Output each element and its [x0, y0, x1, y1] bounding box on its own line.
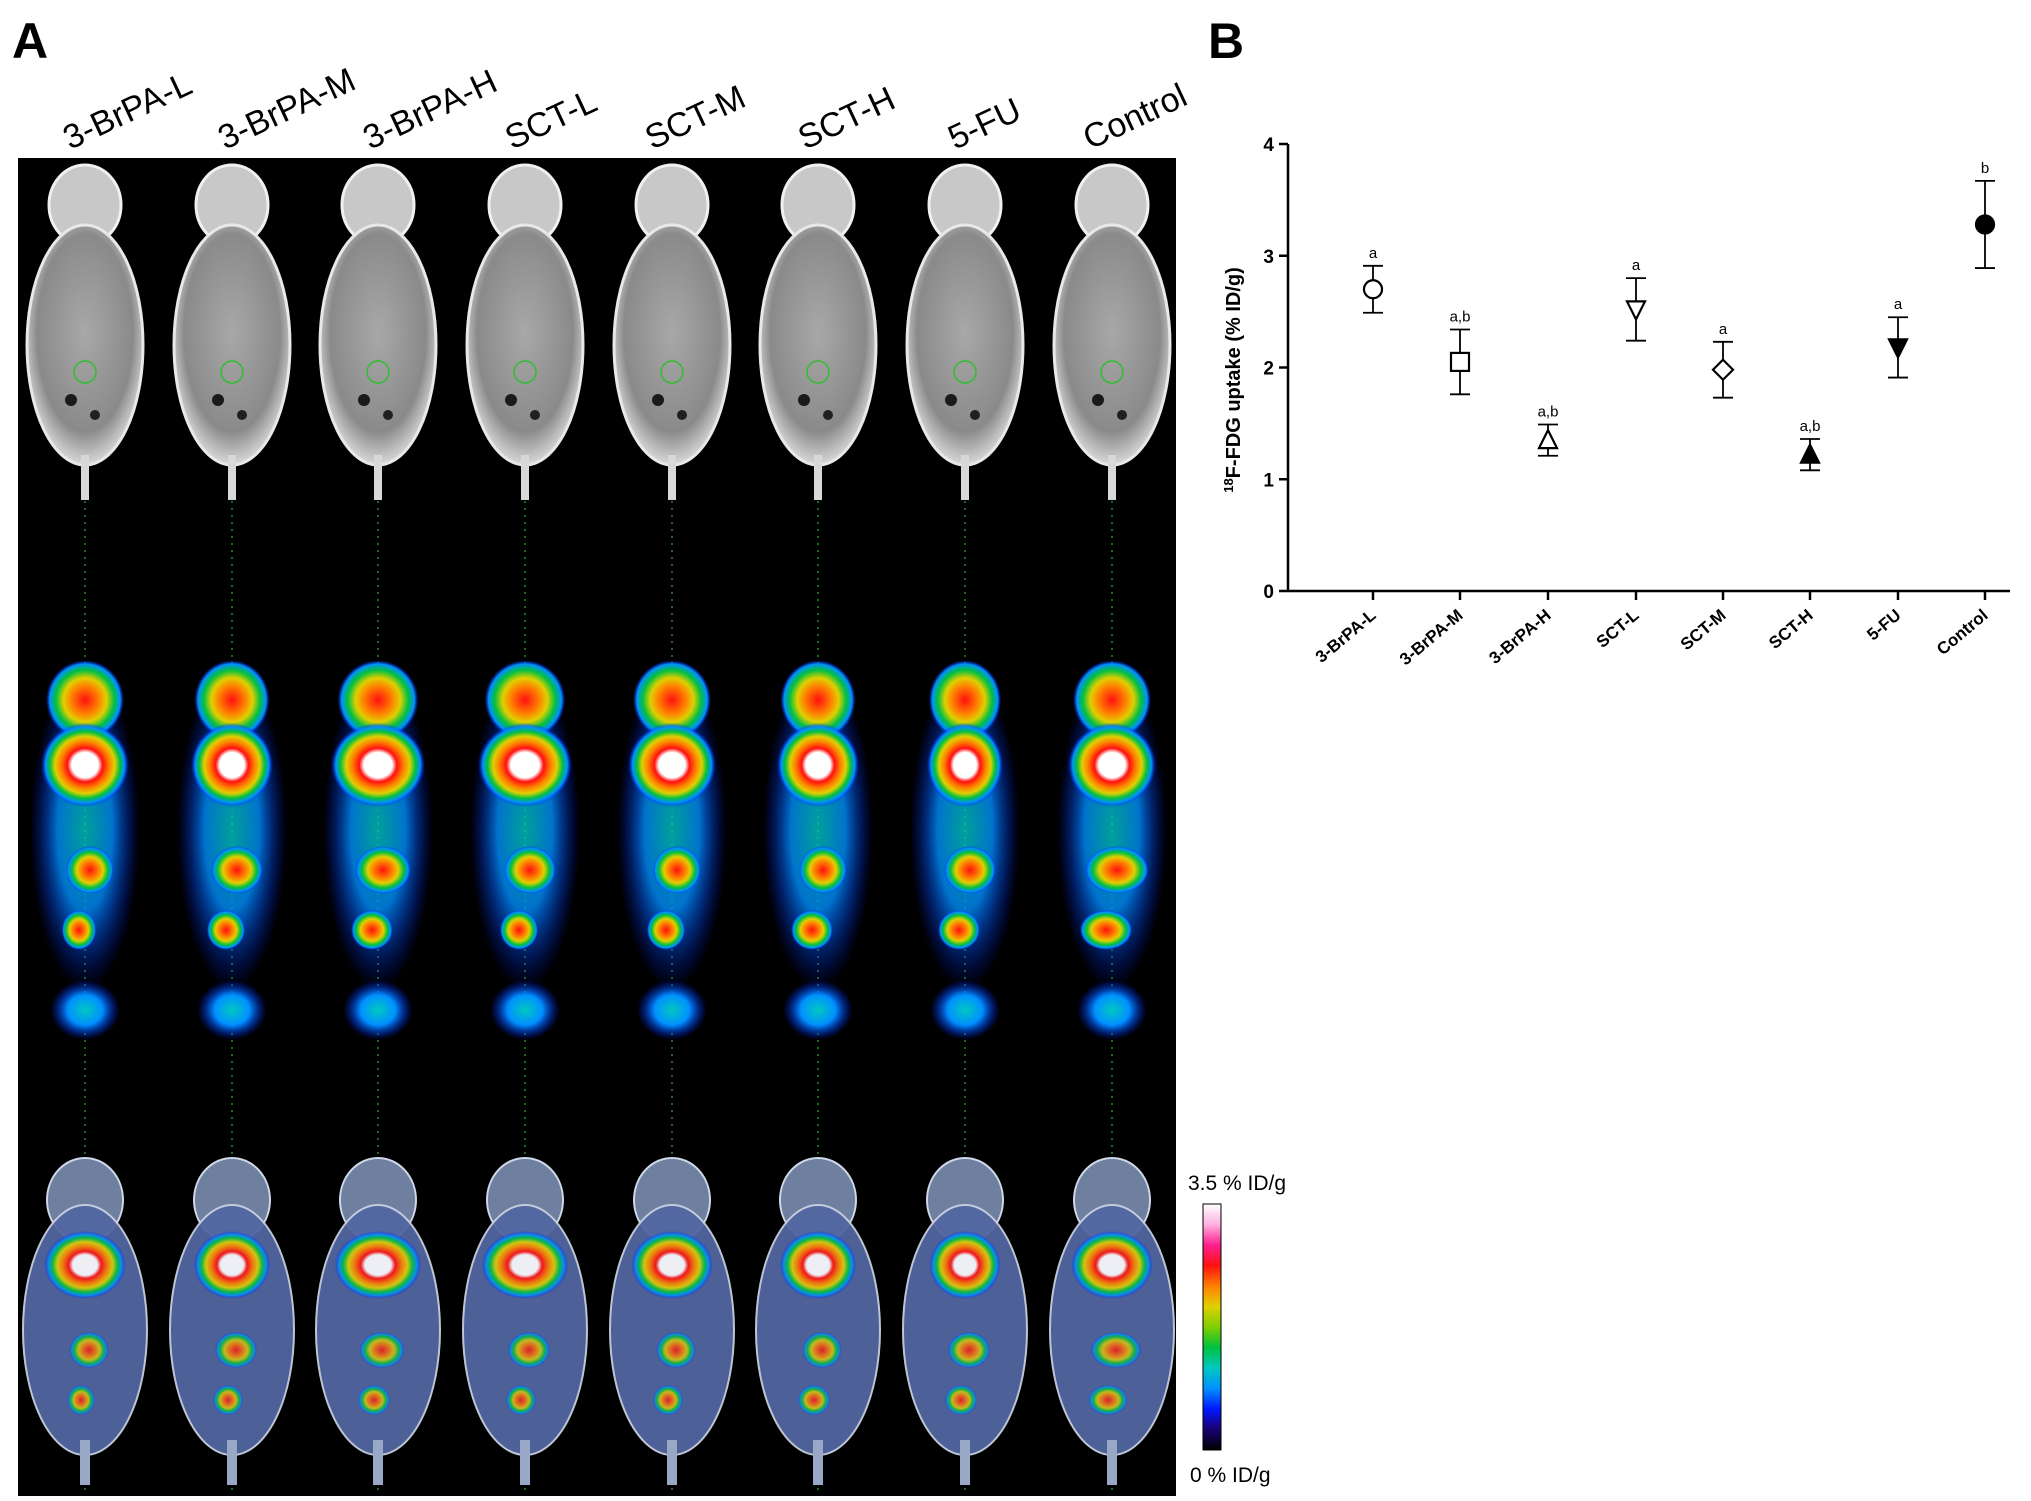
pet-image — [323, 660, 433, 1040]
significance-label: a — [1894, 296, 1903, 313]
colorbar-max-label: 3.5 % ID/g — [1188, 1172, 1286, 1195]
y-axis-label-superscript: 18 — [1221, 478, 1236, 492]
significance-label: b — [1981, 160, 1989, 177]
ct-image — [172, 163, 292, 500]
x-tick-label: 3-BrPA-H — [1485, 606, 1554, 668]
x-tick-label: SCT-M — [1677, 606, 1730, 655]
pet-image — [1057, 660, 1167, 1040]
mouse-column — [22, 163, 148, 1490]
fused-image — [609, 1157, 735, 1485]
data-point — [1537, 427, 1559, 450]
mouse-column — [462, 163, 588, 1490]
data-point — [1625, 300, 1647, 322]
pet-image — [617, 660, 727, 1040]
ct-image — [758, 163, 878, 500]
group-label: SCT-H — [792, 80, 901, 158]
data-point — [1974, 214, 1996, 235]
y-axis-label: 18F-FDG uptake (% ID/g) — [1221, 267, 1245, 493]
ct-image — [612, 163, 732, 500]
mouse-column — [1049, 163, 1175, 1490]
pet-image — [763, 660, 873, 1040]
y-tick-label: 2 — [1263, 359, 1274, 380]
panel-a-letter: A — [12, 13, 48, 69]
mouse-column — [315, 163, 441, 1490]
fused-image — [1049, 1157, 1175, 1485]
mouse-column — [902, 163, 1028, 1490]
x-tick-label: 3-BrPA-M — [1396, 606, 1467, 670]
significance-label: a,b — [1800, 418, 1821, 435]
ct-image — [465, 163, 585, 500]
fused-image — [169, 1157, 295, 1485]
ct-image — [25, 163, 145, 500]
group-label: SCT-M — [639, 78, 751, 157]
significance-label: a — [1719, 321, 1728, 338]
y-tick-label: 1 — [1263, 470, 1274, 491]
pet-image — [30, 660, 140, 1040]
x-tick-label: Control — [1933, 606, 1992, 659]
fused-image — [315, 1157, 441, 1485]
colorbar-min-label: 0 % ID/g — [1190, 1464, 1271, 1487]
x-tick-label: SCT-L — [1593, 606, 1643, 652]
group-label: 3-BrPA-H — [357, 62, 503, 157]
y-tick-label: 0 — [1263, 582, 1274, 603]
group-label: Control — [1077, 76, 1192, 157]
uptake-chart: 18F-FDG uptake (% ID/g) 0 1 2 3 4 3-BrPA-L 3-B… — [1221, 135, 2010, 669]
y-tick-label: 3 — [1263, 247, 1274, 268]
significance-label: a,b — [1450, 309, 1471, 326]
colorbar: 3.5 % ID/g 0 % ID/g — [1188, 1172, 1286, 1487]
data-point — [1711, 358, 1735, 382]
mouse-column — [609, 163, 735, 1490]
mouse-column — [755, 163, 881, 1490]
ct-image — [318, 163, 438, 500]
group-label: 5-FU — [942, 91, 1027, 157]
pet-image — [470, 660, 580, 1040]
colorbar-gradient — [1202, 1203, 1222, 1451]
panel-b-letter: B — [1208, 13, 1244, 69]
pet-image — [177, 660, 287, 1040]
ct-image — [905, 163, 1025, 500]
group-label: 3-BrPA-L — [57, 65, 197, 157]
data-point — [1449, 351, 1471, 373]
pet-image — [910, 660, 1020, 1040]
significance-label: a — [1632, 257, 1641, 274]
significance-label: a,b — [1538, 403, 1559, 420]
group-label: 3-BrPA-M — [212, 61, 361, 157]
fused-image — [902, 1157, 1028, 1485]
mouse-images — [22, 163, 1175, 1490]
x-tick-label: 5-FU — [1863, 606, 1904, 645]
ct-image — [1052, 163, 1172, 500]
x-tick-label: 3-BrPA-L — [1312, 606, 1380, 667]
y-tick-label: 4 — [1263, 135, 1274, 156]
x-tick-label: SCT-H — [1765, 606, 1816, 653]
fused-image — [462, 1157, 588, 1485]
data-point — [1362, 279, 1384, 300]
significance-label: a — [1369, 245, 1378, 262]
mouse-column — [169, 163, 295, 1490]
fused-image — [22, 1157, 148, 1485]
data-point — [1887, 338, 1909, 360]
fused-image — [755, 1157, 881, 1485]
data-point — [1799, 442, 1821, 464]
group-label: SCT-L — [499, 82, 602, 157]
y-axis-label-main: F-FDG uptake (% ID/g) — [1223, 267, 1245, 478]
